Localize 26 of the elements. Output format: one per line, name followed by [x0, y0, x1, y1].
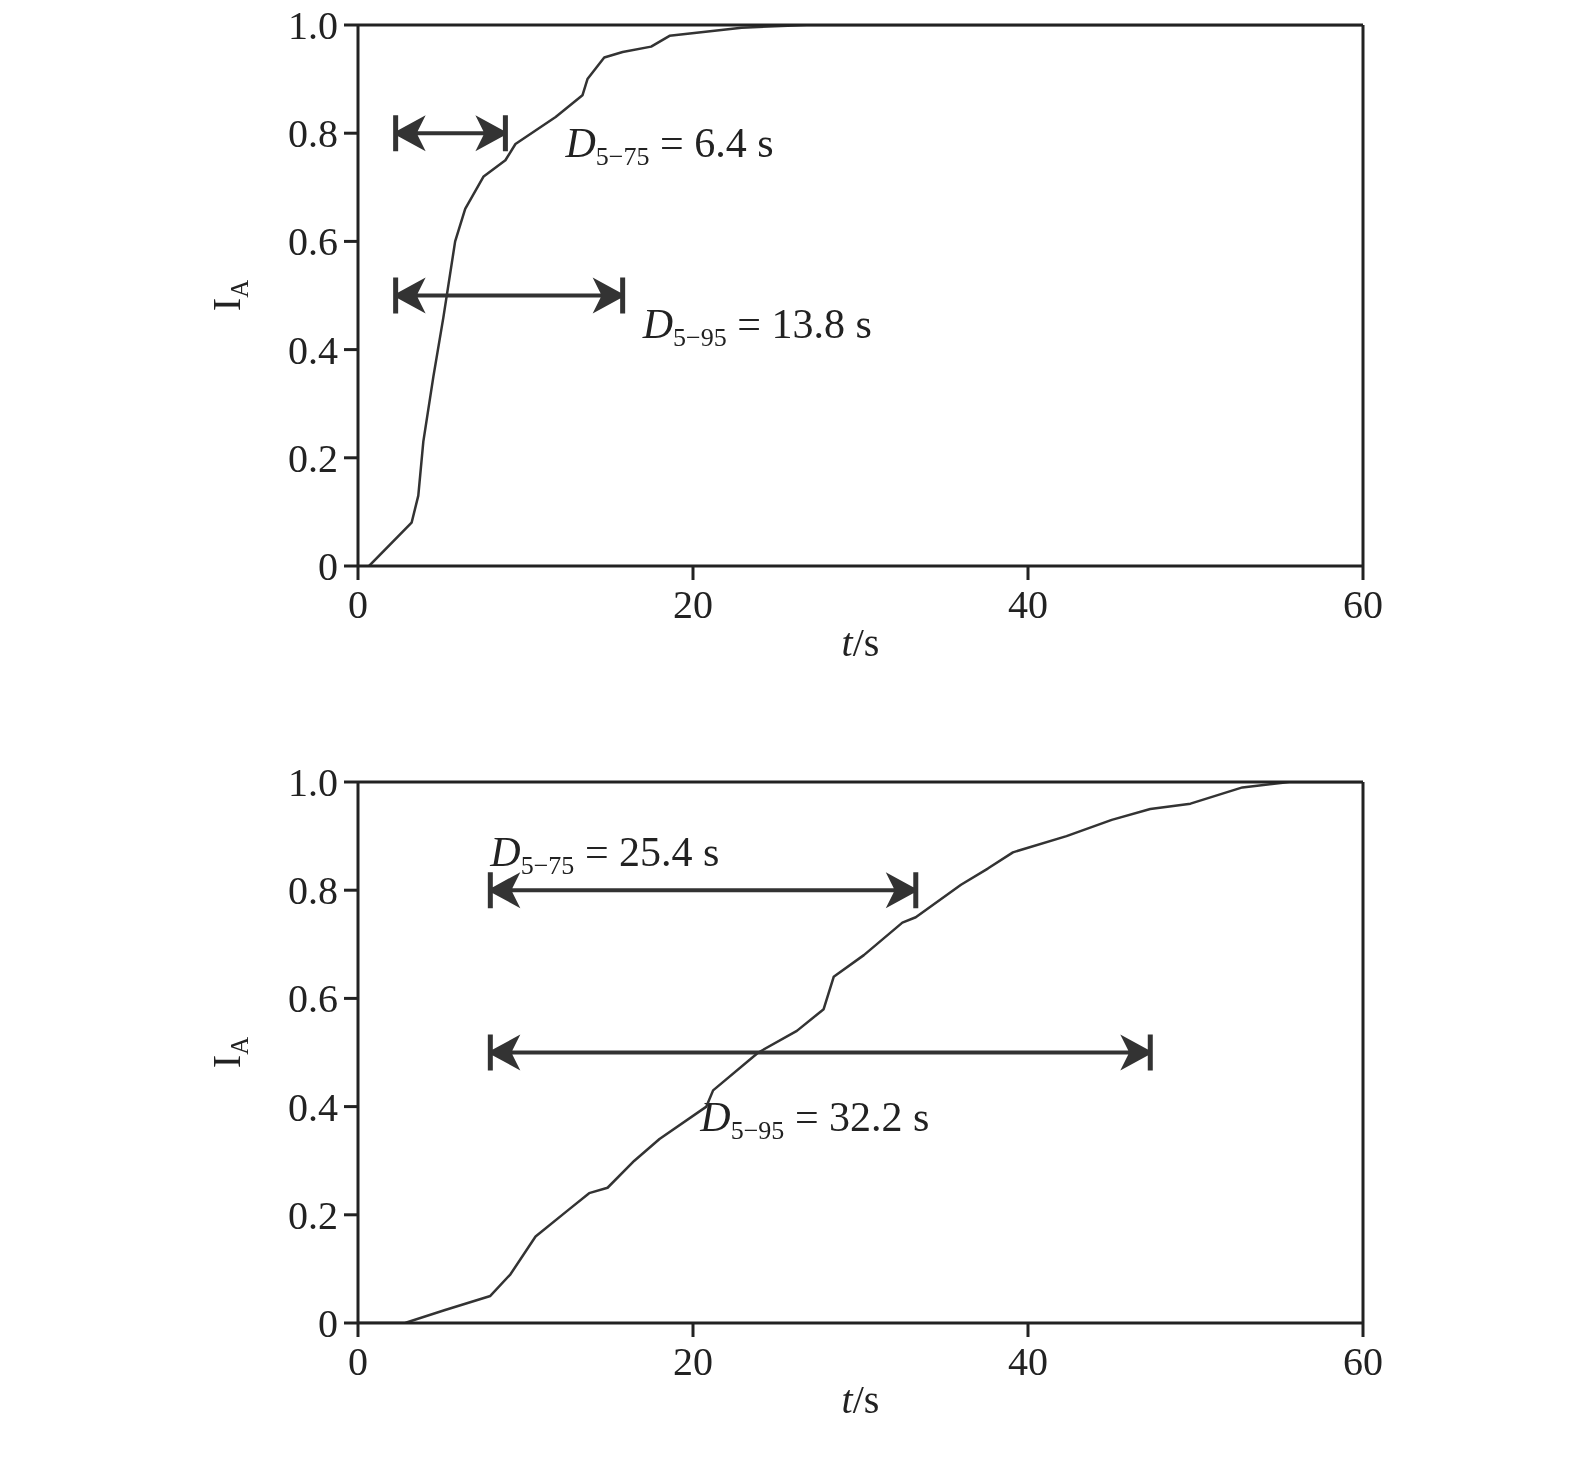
y-tick-label: 0.4 [288, 1084, 338, 1130]
x-axis-title: t/s [841, 1377, 880, 1422]
annotation: D$_{5−75}$ = 6.4 s [564, 120, 774, 171]
annotation: D$_{5−95}$ = 13.8 s [641, 300, 872, 352]
x-tick-label: 20 [673, 582, 713, 627]
x-tick-label: 20 [673, 1339, 713, 1384]
y-tick-label: 0.2 [288, 435, 338, 481]
annotation: D$_{5−75}$ = 25.4 s [489, 829, 720, 880]
y-tick-label: 0.2 [288, 1192, 338, 1238]
x-axis-title: t/s [841, 620, 880, 665]
y-tick-label: 0 [318, 544, 338, 589]
x-tick-label: 60 [1343, 1339, 1383, 1384]
x-tick-label: 0 [348, 1339, 368, 1384]
y-tick-label: 0 [318, 1301, 338, 1346]
y-tick-label: 1.0 [288, 3, 338, 48]
y-tick-label: 0.6 [288, 976, 338, 1022]
y-tick-label: 1.0 [288, 760, 338, 805]
x-tick-label: 40 [1008, 582, 1048, 627]
x-tick-label: 0 [348, 582, 368, 627]
y-tick-label: 0.8 [288, 111, 338, 157]
x-tick-label: 60 [1343, 582, 1383, 627]
y-tick-label: 0.4 [288, 327, 338, 373]
annotation: D$_{5−95}$ = 32.2 s [699, 1093, 930, 1145]
y-tick-label: 0.6 [288, 219, 338, 265]
x-tick-label: 40 [1008, 1339, 1048, 1384]
y-tick-label: 0.8 [288, 868, 338, 914]
